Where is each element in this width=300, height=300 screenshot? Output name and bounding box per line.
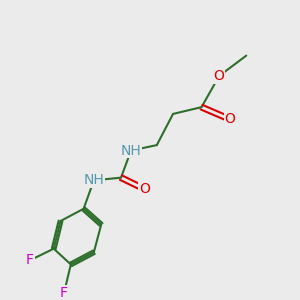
Text: O: O xyxy=(214,69,225,83)
Text: O: O xyxy=(225,112,236,126)
Text: O: O xyxy=(139,182,150,196)
Text: NH: NH xyxy=(121,143,141,158)
Text: F: F xyxy=(60,286,68,300)
Text: F: F xyxy=(26,254,34,267)
Text: NH: NH xyxy=(83,173,104,188)
